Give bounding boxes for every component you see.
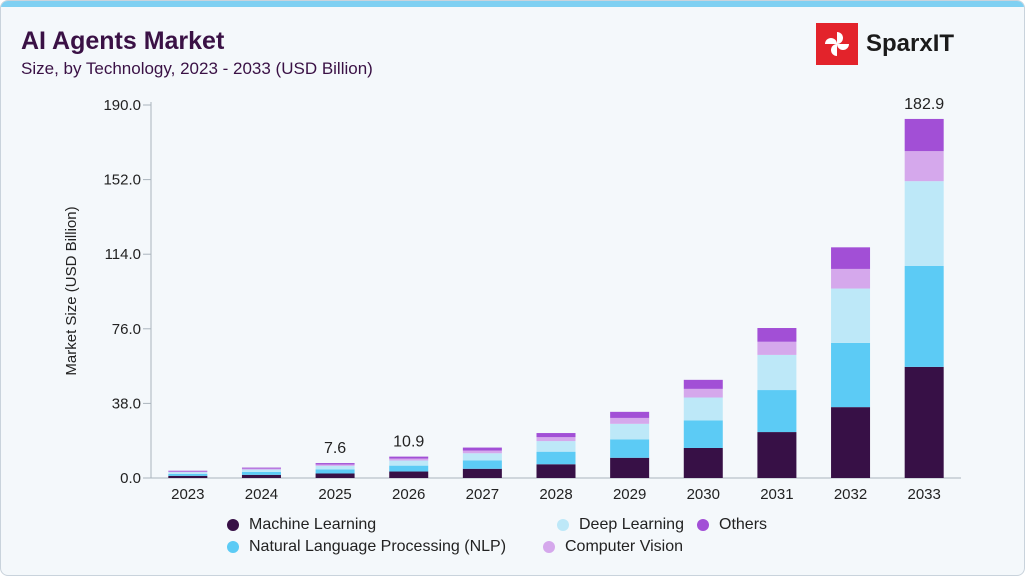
x-tick-label: 2033 [907, 486, 940, 503]
bar-segment-others-2033 [904, 118, 944, 152]
bar-segment-deep-learning-2028 [536, 441, 576, 452]
bar-segment-computer-vision-2032 [831, 268, 871, 289]
bar-segment-natural-language-processing-nlp--2026 [389, 465, 429, 472]
logo-text: SparxIT [866, 30, 955, 57]
bar-segment-machine-learning-2025 [315, 473, 355, 478]
bar-segment-others-2029 [610, 411, 650, 418]
bar-segment-natural-language-processing-nlp--2031 [757, 390, 797, 433]
bar-segment-deep-learning-2025 [315, 465, 355, 470]
bar-segment-natural-language-processing-nlp--2025 [315, 469, 355, 474]
bar-segment-machine-learning-2031 [757, 432, 797, 478]
x-tick-label: 2030 [687, 486, 720, 503]
bar-segment-machine-learning-2030 [683, 447, 723, 478]
x-tick-label: 2029 [613, 486, 646, 503]
legend-item: Natural Language Processing (NLP) [227, 538, 506, 556]
bar-segment-natural-language-processing-nlp--2030 [683, 420, 723, 448]
bar-segment-machine-learning-2024 [241, 474, 281, 478]
bar-segment-deep-learning-2023 [168, 472, 208, 474]
data-label: 182.9 [904, 96, 944, 113]
bar-segment-computer-vision-2029 [610, 417, 650, 424]
y-axis-label: Market Size (USD Billion) [63, 206, 80, 375]
legend-label: Others [719, 516, 768, 533]
x-tick-label: 2023 [171, 486, 204, 503]
bar-segment-others-2025 [315, 463, 355, 465]
bar-segment-natural-language-processing-nlp--2024 [241, 471, 281, 475]
y-tick-label: 76.0 [112, 321, 141, 338]
y-tick-label: 152.0 [103, 172, 141, 189]
chart-title: AI Agents Market [21, 27, 225, 55]
x-tick-label: 2026 [392, 486, 425, 503]
bar-segment-deep-learning-2027 [462, 453, 502, 461]
data-label: 10.9 [393, 434, 424, 451]
bar-segment-computer-vision-2028 [536, 437, 576, 442]
bar-segment-machine-learning-2027 [462, 468, 502, 478]
bar-segment-natural-language-processing-nlp--2033 [904, 265, 944, 367]
legend-label: Computer Vision [565, 538, 683, 555]
bar-segment-computer-vision-2023 [168, 471, 208, 473]
bar-segment-computer-vision-2026 [389, 458, 429, 461]
bar-segment-others-2027 [462, 447, 502, 451]
y-tick-label: 38.0 [112, 395, 141, 412]
bar-segment-machine-learning-2033 [904, 366, 944, 478]
legend-item: Machine Learning [227, 516, 376, 534]
bar-segment-deep-learning-2033 [904, 181, 944, 266]
legend-swatch [227, 519, 239, 531]
data-label: 7.6 [324, 440, 346, 457]
bar-segment-machine-learning-2029 [610, 457, 650, 478]
x-tick-label: 2031 [760, 486, 793, 503]
x-tick-label: 2027 [466, 486, 499, 503]
bar-segment-others-2026 [389, 456, 429, 459]
bar-segment-deep-learning-2024 [241, 469, 281, 472]
bar-segment-natural-language-processing-nlp--2029 [610, 439, 650, 458]
bar-segment-machine-learning-2032 [831, 407, 871, 478]
legend-swatch [697, 519, 709, 531]
x-tick-label: 2025 [318, 486, 351, 503]
stacked-bar-chart: 0.0 38.0 76.0 114.0 152.0 190.0 Market Size (U… [63, 96, 961, 503]
bar-segment-others-2023 [168, 470, 208, 472]
sparxit-logo: SparxIT [816, 23, 954, 65]
bar-segment-deep-learning-2030 [683, 397, 723, 421]
legend-swatch [227, 541, 239, 553]
legend-swatch [557, 519, 569, 531]
legend-swatch [543, 541, 555, 553]
bar-segment-natural-language-processing-nlp--2032 [831, 342, 871, 408]
bar-segment-deep-learning-2026 [389, 460, 429, 466]
bar-segment-deep-learning-2032 [831, 288, 871, 343]
bar-segment-machine-learning-2028 [536, 464, 576, 478]
legend-item: Others [697, 516, 767, 534]
bar-segment-others-2030 [683, 379, 723, 389]
bar-segment-others-2024 [241, 467, 281, 469]
top-stripe [1, 1, 1024, 7]
legend-label: Deep Learning [579, 516, 684, 533]
bar-segment-computer-vision-2024 [241, 468, 281, 470]
bar-segment-computer-vision-2033 [904, 151, 944, 182]
bar-segment-others-2028 [536, 433, 576, 438]
bar-segment-natural-language-processing-nlp--2027 [462, 460, 502, 469]
bar-segment-computer-vision-2031 [757, 341, 797, 355]
bar-segment-deep-learning-2031 [757, 354, 797, 391]
legend-item: Deep Learning [557, 516, 684, 534]
bar-segment-computer-vision-2030 [683, 388, 723, 398]
chart-subtitle: Size, by Technology, 2023 - 2033 (USD Bi… [21, 59, 373, 78]
legend-label: Natural Language Processing (NLP) [249, 538, 507, 555]
y-tick-label: 190.0 [103, 97, 141, 114]
bar-segment-machine-learning-2026 [389, 471, 429, 478]
x-tick-label: 2032 [834, 486, 867, 503]
y-tick-label: 114.0 [105, 246, 141, 263]
bar-segment-natural-language-processing-nlp--2023 [168, 473, 208, 476]
bar-segment-computer-vision-2027 [462, 450, 502, 454]
bar-segment-natural-language-processing-nlp--2028 [536, 451, 576, 465]
pinwheel-logo-icon [816, 23, 858, 65]
legend-label: Machine Learning [249, 516, 377, 533]
legend-item: Computer Vision [543, 538, 683, 556]
y-tick-label: 0.0 [120, 470, 141, 487]
bar-segment-deep-learning-2029 [610, 423, 650, 440]
bar-segment-others-2031 [757, 328, 797, 342]
x-tick-label: 2024 [245, 486, 278, 503]
bar-segment-others-2032 [831, 247, 871, 269]
bar-segment-machine-learning-2023 [168, 475, 208, 478]
bar-segment-computer-vision-2025 [315, 464, 355, 466]
x-tick-label: 2028 [539, 486, 572, 503]
